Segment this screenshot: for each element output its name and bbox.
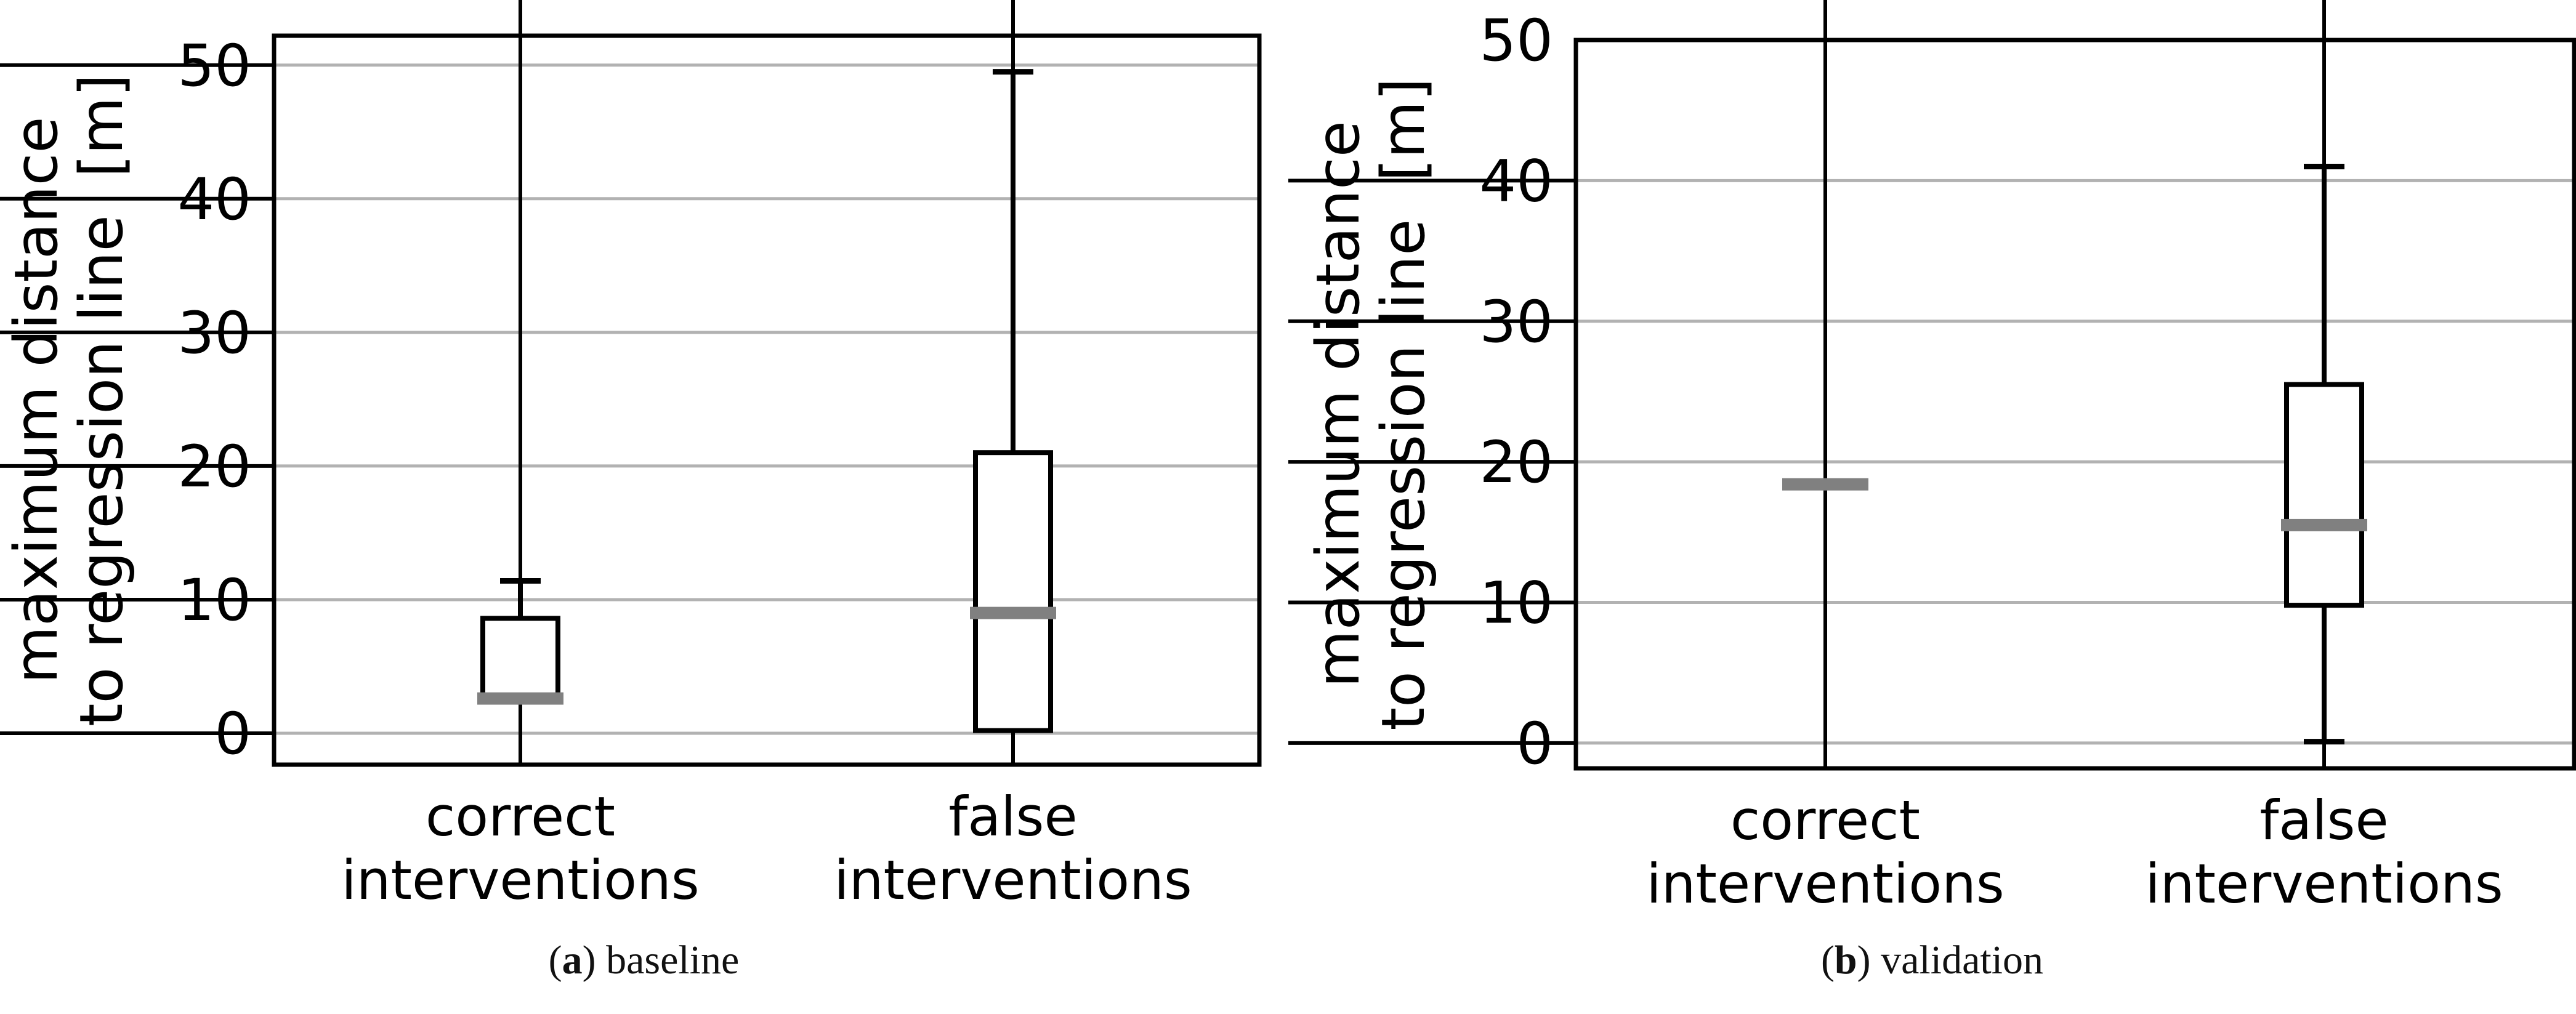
y-tick-label: 0 <box>214 701 251 768</box>
y-tick-label: 10 <box>177 567 251 634</box>
y-tick-label: 0 <box>1516 710 1553 778</box>
median-line <box>1782 478 1868 491</box>
x-tick-label: correct <box>426 785 615 848</box>
caption-validation: (b) validation <box>1288 937 2576 984</box>
y-tick-label: 20 <box>177 433 251 501</box>
x-tick-label: false <box>2259 789 2388 852</box>
median-line <box>970 606 1056 619</box>
y-tick-label: 40 <box>177 166 251 233</box>
box-iqr-rect <box>2284 382 2364 608</box>
y-tick-label: 30 <box>1479 289 1553 356</box>
box-iqr-rect <box>973 450 1053 733</box>
caption-b-letter: b <box>1834 938 1857 983</box>
x-tick-label: interventions <box>1646 852 2004 915</box>
y-tick-label: 50 <box>177 33 251 100</box>
caption-a-letter: a <box>562 938 583 983</box>
caption-b-close: ) <box>1857 938 1881 983</box>
y-axis-label-line: maximum distance <box>1304 121 1373 688</box>
y-tick-label: 50 <box>1479 7 1553 74</box>
box-iqr-rect <box>480 616 560 704</box>
caption-a-text: baseline <box>606 938 740 983</box>
caption-a-open: ( <box>548 938 562 983</box>
y-axis-label-line: maximum distance <box>2 117 71 684</box>
x-tick-label: interventions <box>2145 852 2503 915</box>
median-line <box>477 692 563 705</box>
y-axis-label-line: to regression line [m] <box>1369 78 1438 730</box>
y-axis-label-line: to regression line [m] <box>67 74 136 726</box>
x-tick-label: interventions <box>834 848 1192 912</box>
x-tick-label: correct <box>1730 789 1920 852</box>
y-tick-label: 30 <box>177 300 251 367</box>
y-tick-label: 10 <box>1479 570 1553 637</box>
y-tick-label: 20 <box>1479 429 1553 496</box>
plot-frame <box>1573 38 2576 771</box>
median-line <box>2281 518 2367 531</box>
caption-b-text: validation <box>1881 938 2044 983</box>
x-tick-label: interventions <box>341 848 699 912</box>
x-tick-label: false <box>948 785 1077 848</box>
y-tick-label: 40 <box>1479 148 1553 215</box>
caption-b-open: ( <box>1820 938 1835 983</box>
plot-frame <box>272 33 1262 767</box>
caption-a-close: ) <box>582 938 607 983</box>
caption-baseline: (a) baseline <box>0 937 1288 984</box>
